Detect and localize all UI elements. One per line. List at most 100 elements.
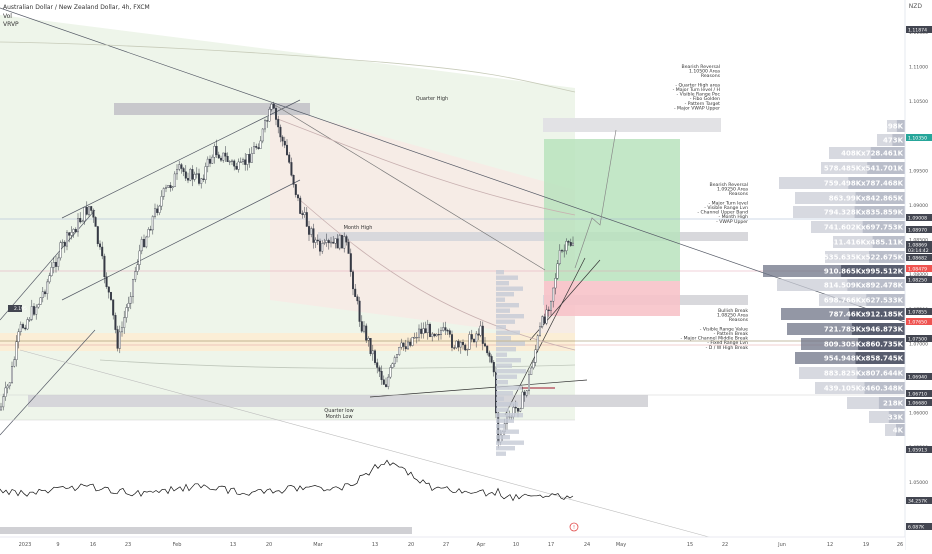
candle-body [26,319,29,330]
quarter-low-label: Quarter low [324,408,353,414]
candle-body [105,276,108,288]
time-tick-label: 9 [56,542,59,548]
candle-body [50,267,53,276]
price-badge-label: 1.10350 [908,136,927,142]
vrvp-bar-segment [841,265,905,277]
month-high-label: Month High [344,225,373,231]
candle-body [429,324,432,337]
candle-body [118,331,121,349]
visible-range-volume-profile[interactable]: 498K 473K 408Kx728.461K 578.485Kx541.701K 75… [763,120,905,436]
candle-body [297,194,300,199]
candle-body [4,387,7,397]
time-axis[interactable]: 2023 9 16 23 Feb 13 20 Mar 13 20 27 Apr 10 17 24 May 15 2… [0,536,905,550]
candle-body [281,136,284,142]
candle-body [182,168,185,172]
candle-body [563,250,566,252]
candle-body [125,307,128,318]
price-axis[interactable]: 1.115001.110001.105001.100001.095001.090… [904,0,932,550]
candle-body [222,152,225,161]
price-badge-label: 1.06680 [908,401,927,407]
candle-body [290,162,293,176]
candle-body [435,334,438,337]
price-badge-label: 1.11874 [908,28,927,34]
candle-body [52,262,55,268]
candle-body [28,319,31,321]
time-tick-label: 19 [863,542,869,548]
candle-body [453,347,456,349]
frvp-bar [496,347,516,352]
price-badge-label: 1.08682 [908,256,927,262]
candle-body [70,232,73,236]
frvp-bar [496,380,508,385]
candle-body [233,160,236,167]
candle-body [107,286,110,293]
month-high-box [318,232,748,241]
month-low-label: Month Low [325,414,352,420]
time-tick-label: 16 [90,542,96,548]
candle-body [162,188,165,197]
candle-body [48,275,51,283]
candle-body [112,299,115,316]
frvp-bar [496,396,504,401]
price-candles[interactable] [0,101,575,449]
candle-body [572,242,575,246]
candle-body [259,140,262,149]
candle-body [264,120,267,130]
long-position-profit-zone[interactable] [544,139,680,281]
candle-body [325,240,328,243]
vrvp-bar-label: 954.948Kx858.745K [824,355,904,363]
vrvp-bar-segment [870,147,905,159]
frvp-bar [496,374,517,379]
price-badge [906,497,932,504]
annotation-line: - Fibo Golden [690,96,720,102]
annotation-line: - Pattern Break [714,331,749,337]
candle-body [208,158,211,164]
candle-body [90,206,93,211]
candle-body [195,173,198,175]
annotation-line: - Visible Range Lvn [704,205,748,211]
vrvp-bar-label: 408Kx728.461K [841,150,903,158]
candle-body [136,264,139,272]
candle-body [98,243,101,248]
candle-body [481,325,484,344]
price-badge-label: 1.08970 [908,228,927,234]
annotation-line: Bullish Break [718,308,748,314]
candle-body [470,334,473,340]
candle-body [334,238,337,244]
candle-body [303,212,306,215]
candle-body [468,334,471,350]
candle-body [239,161,242,163]
candle-body [283,140,286,146]
candle-body [492,362,495,373]
candle-body [10,366,13,383]
candle-body [341,235,344,249]
candle-body [424,328,427,334]
vrvp-bar-label: 910.865Kx995.512K [824,268,904,276]
candle-body [81,220,84,223]
price-badge-label: 1.08250 [908,278,927,284]
volume-indicator-label[interactable]: Vol [3,13,12,20]
candle-body [299,197,302,214]
annotation-line: 1.08250 Area [717,313,748,319]
candle-body [217,154,220,159]
candle-body [433,333,436,337]
price-badge [906,318,932,325]
frvp-bar [496,292,514,297]
candle-body [241,159,244,162]
time-tick-label: 22 [722,542,728,548]
frvp-bar [496,286,523,291]
event-marker-icon[interactable]: ! [569,522,579,532]
price-badge-label: 1.06710 [908,392,927,398]
vrvp-indicator-label[interactable]: VRVP [3,21,19,28]
chart-title[interactable]: Australian Dollar / New Zealand Dollar, … [3,4,150,11]
left-price-badge [8,305,22,312]
candle-body [22,324,25,329]
quarter-low-box [28,395,648,407]
candle-body [213,145,216,158]
candle-body [94,217,97,227]
candle-body [193,173,196,180]
candle-body [158,205,161,213]
